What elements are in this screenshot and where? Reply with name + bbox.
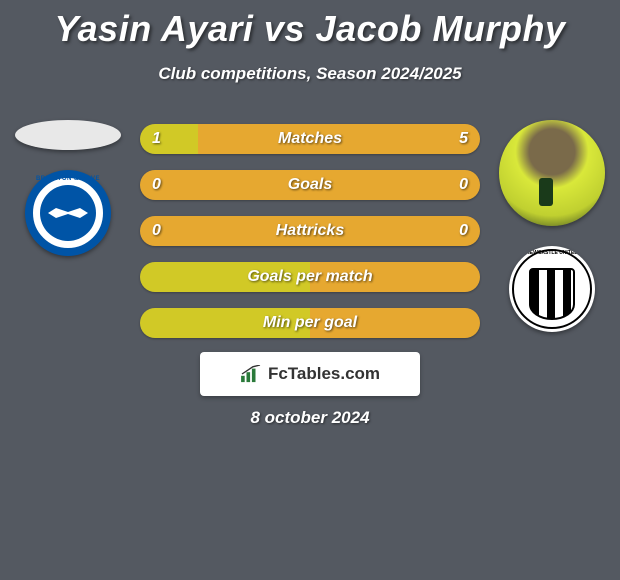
page-title: Yasin Ayari vs Jacob Murphy bbox=[0, 0, 620, 50]
page-subtitle: Club competitions, Season 2024/2025 bbox=[0, 64, 620, 84]
brighton-badge-text: BRIGHTON & HOVE bbox=[33, 176, 103, 182]
stat-bar-player2 bbox=[198, 124, 480, 154]
player1-avatar bbox=[15, 120, 121, 150]
stat-bar-player1 bbox=[140, 124, 198, 154]
date-text: 8 october 2024 bbox=[0, 408, 620, 428]
stats-container: Matches15 Goals00 Hattricks00 Goals per mat… bbox=[140, 124, 480, 354]
chart-icon bbox=[240, 365, 262, 383]
player2-club-badge: NEWCASTLE UNITED bbox=[509, 246, 595, 332]
stat-row: Goals per match bbox=[140, 262, 480, 292]
player2-column: NEWCASTLE UNITED bbox=[492, 120, 612, 332]
stat-bar-player1 bbox=[140, 262, 310, 292]
stat-row: Goals00 bbox=[140, 170, 480, 200]
player2-avatar bbox=[499, 120, 605, 226]
seagull-icon bbox=[48, 208, 88, 218]
stat-bar-player2 bbox=[310, 308, 480, 338]
stat-bar-player1 bbox=[140, 216, 480, 246]
brand-text: FcTables.com bbox=[268, 364, 380, 384]
newcastle-badge-text: NEWCASTLE UNITED bbox=[509, 250, 595, 256]
stat-row: Min per goal bbox=[140, 308, 480, 338]
stat-bar-player1 bbox=[140, 170, 480, 200]
player1-column: BRIGHTON & HOVE bbox=[8, 120, 128, 256]
brand-box: FcTables.com bbox=[200, 352, 420, 396]
stat-row: Hattricks00 bbox=[140, 216, 480, 246]
stat-bar-player2 bbox=[310, 262, 480, 292]
stat-row: Matches15 bbox=[140, 124, 480, 154]
stat-bar-player1 bbox=[140, 308, 310, 338]
player1-club-badge: BRIGHTON & HOVE bbox=[25, 170, 111, 256]
